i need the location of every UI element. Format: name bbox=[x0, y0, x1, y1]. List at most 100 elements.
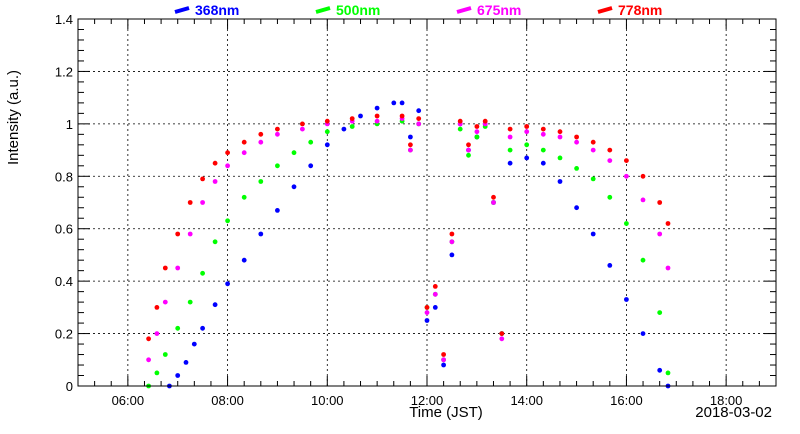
data-point bbox=[574, 134, 579, 140]
data-point bbox=[540, 126, 546, 132]
data-point bbox=[524, 129, 530, 135]
data-point bbox=[358, 113, 363, 119]
data-point bbox=[607, 263, 613, 268]
data-point bbox=[175, 325, 181, 331]
y-tick-label: 0.2 bbox=[55, 327, 73, 342]
y-tick-label: 0.6 bbox=[55, 222, 73, 237]
data-point bbox=[590, 231, 596, 237]
data-point bbox=[154, 305, 160, 310]
data-point bbox=[200, 325, 206, 331]
data-point bbox=[657, 310, 663, 315]
x-tick-label: 16:00 bbox=[610, 393, 643, 408]
data-point bbox=[432, 291, 438, 297]
legend-swatch bbox=[315, 6, 331, 14]
data-point bbox=[624, 297, 629, 302]
legend-swatch bbox=[174, 6, 190, 14]
data-point bbox=[432, 284, 438, 289]
data-point bbox=[640, 257, 646, 263]
data-point bbox=[175, 265, 181, 271]
data-point bbox=[557, 129, 563, 135]
data-point bbox=[482, 118, 488, 124]
data-point bbox=[449, 239, 455, 245]
data-point bbox=[349, 116, 355, 121]
data-point bbox=[474, 129, 480, 135]
y-tick-label: 0.4 bbox=[55, 274, 73, 289]
data-point bbox=[275, 163, 280, 169]
data-point bbox=[466, 142, 471, 148]
data-point bbox=[191, 341, 197, 347]
data-point bbox=[607, 158, 613, 164]
data-point bbox=[524, 124, 530, 129]
data-point bbox=[491, 194, 496, 200]
data-points bbox=[146, 100, 671, 389]
data-point bbox=[341, 126, 347, 132]
data-point bbox=[154, 370, 160, 376]
data-point bbox=[225, 150, 231, 156]
data-point bbox=[258, 139, 264, 145]
data-point bbox=[374, 105, 380, 111]
data-point bbox=[187, 231, 193, 237]
data-point bbox=[540, 160, 546, 166]
data-point bbox=[590, 139, 596, 145]
data-point bbox=[657, 200, 663, 205]
data-point bbox=[507, 147, 513, 153]
data-point bbox=[275, 131, 280, 137]
data-point bbox=[374, 113, 380, 119]
data-point bbox=[300, 126, 305, 132]
data-point bbox=[258, 131, 264, 137]
x-axis: 06:00 08:00 10:00 12:00 14:00 16:00 18:00 bbox=[77, 19, 777, 408]
data-point bbox=[457, 118, 463, 124]
data-point bbox=[175, 373, 181, 378]
data-point bbox=[374, 118, 380, 124]
data-point bbox=[540, 131, 546, 137]
data-point bbox=[225, 218, 231, 224]
series-778nm bbox=[146, 113, 671, 357]
y-tick-label: 1.2 bbox=[55, 64, 73, 79]
data-point bbox=[391, 100, 397, 106]
data-point bbox=[275, 208, 280, 213]
data-point bbox=[557, 155, 563, 161]
data-point bbox=[258, 231, 264, 237]
data-point bbox=[212, 302, 218, 308]
x-tick-label: 06:00 bbox=[112, 393, 145, 408]
data-point bbox=[624, 221, 629, 226]
x-tick-label: 14:00 bbox=[510, 393, 543, 408]
data-point bbox=[175, 231, 181, 237]
data-point bbox=[507, 160, 513, 166]
legend: 368nm 500nm 675nm 778nm bbox=[174, 2, 662, 18]
data-point bbox=[408, 142, 413, 148]
data-point bbox=[665, 221, 671, 226]
data-point bbox=[607, 194, 613, 200]
data-point bbox=[416, 121, 422, 127]
data-point bbox=[399, 100, 405, 106]
data-point bbox=[640, 197, 646, 203]
data-point bbox=[212, 179, 218, 184]
data-point bbox=[524, 142, 530, 148]
data-point bbox=[200, 176, 206, 182]
data-point bbox=[432, 305, 438, 310]
data-point bbox=[349, 124, 355, 129]
data-point bbox=[200, 270, 206, 276]
data-point bbox=[524, 155, 530, 161]
data-point bbox=[408, 147, 413, 153]
data-point bbox=[424, 318, 430, 323]
x-tick-label: 10:00 bbox=[311, 393, 344, 408]
data-point bbox=[557, 179, 563, 184]
data-point bbox=[154, 331, 160, 336]
date-label: 2018-03-02 bbox=[695, 404, 772, 421]
data-point bbox=[466, 147, 471, 153]
data-point bbox=[308, 163, 314, 169]
data-point bbox=[607, 147, 613, 153]
data-point bbox=[291, 184, 297, 190]
data-point bbox=[441, 352, 446, 357]
y-tick-label: 0 bbox=[66, 379, 73, 394]
data-point bbox=[324, 118, 330, 124]
data-point bbox=[507, 134, 513, 140]
legend-swatch bbox=[456, 6, 472, 14]
data-point bbox=[275, 126, 280, 132]
data-point bbox=[162, 299, 168, 305]
data-point bbox=[574, 205, 579, 211]
y-tick-label: 1 bbox=[66, 117, 73, 132]
